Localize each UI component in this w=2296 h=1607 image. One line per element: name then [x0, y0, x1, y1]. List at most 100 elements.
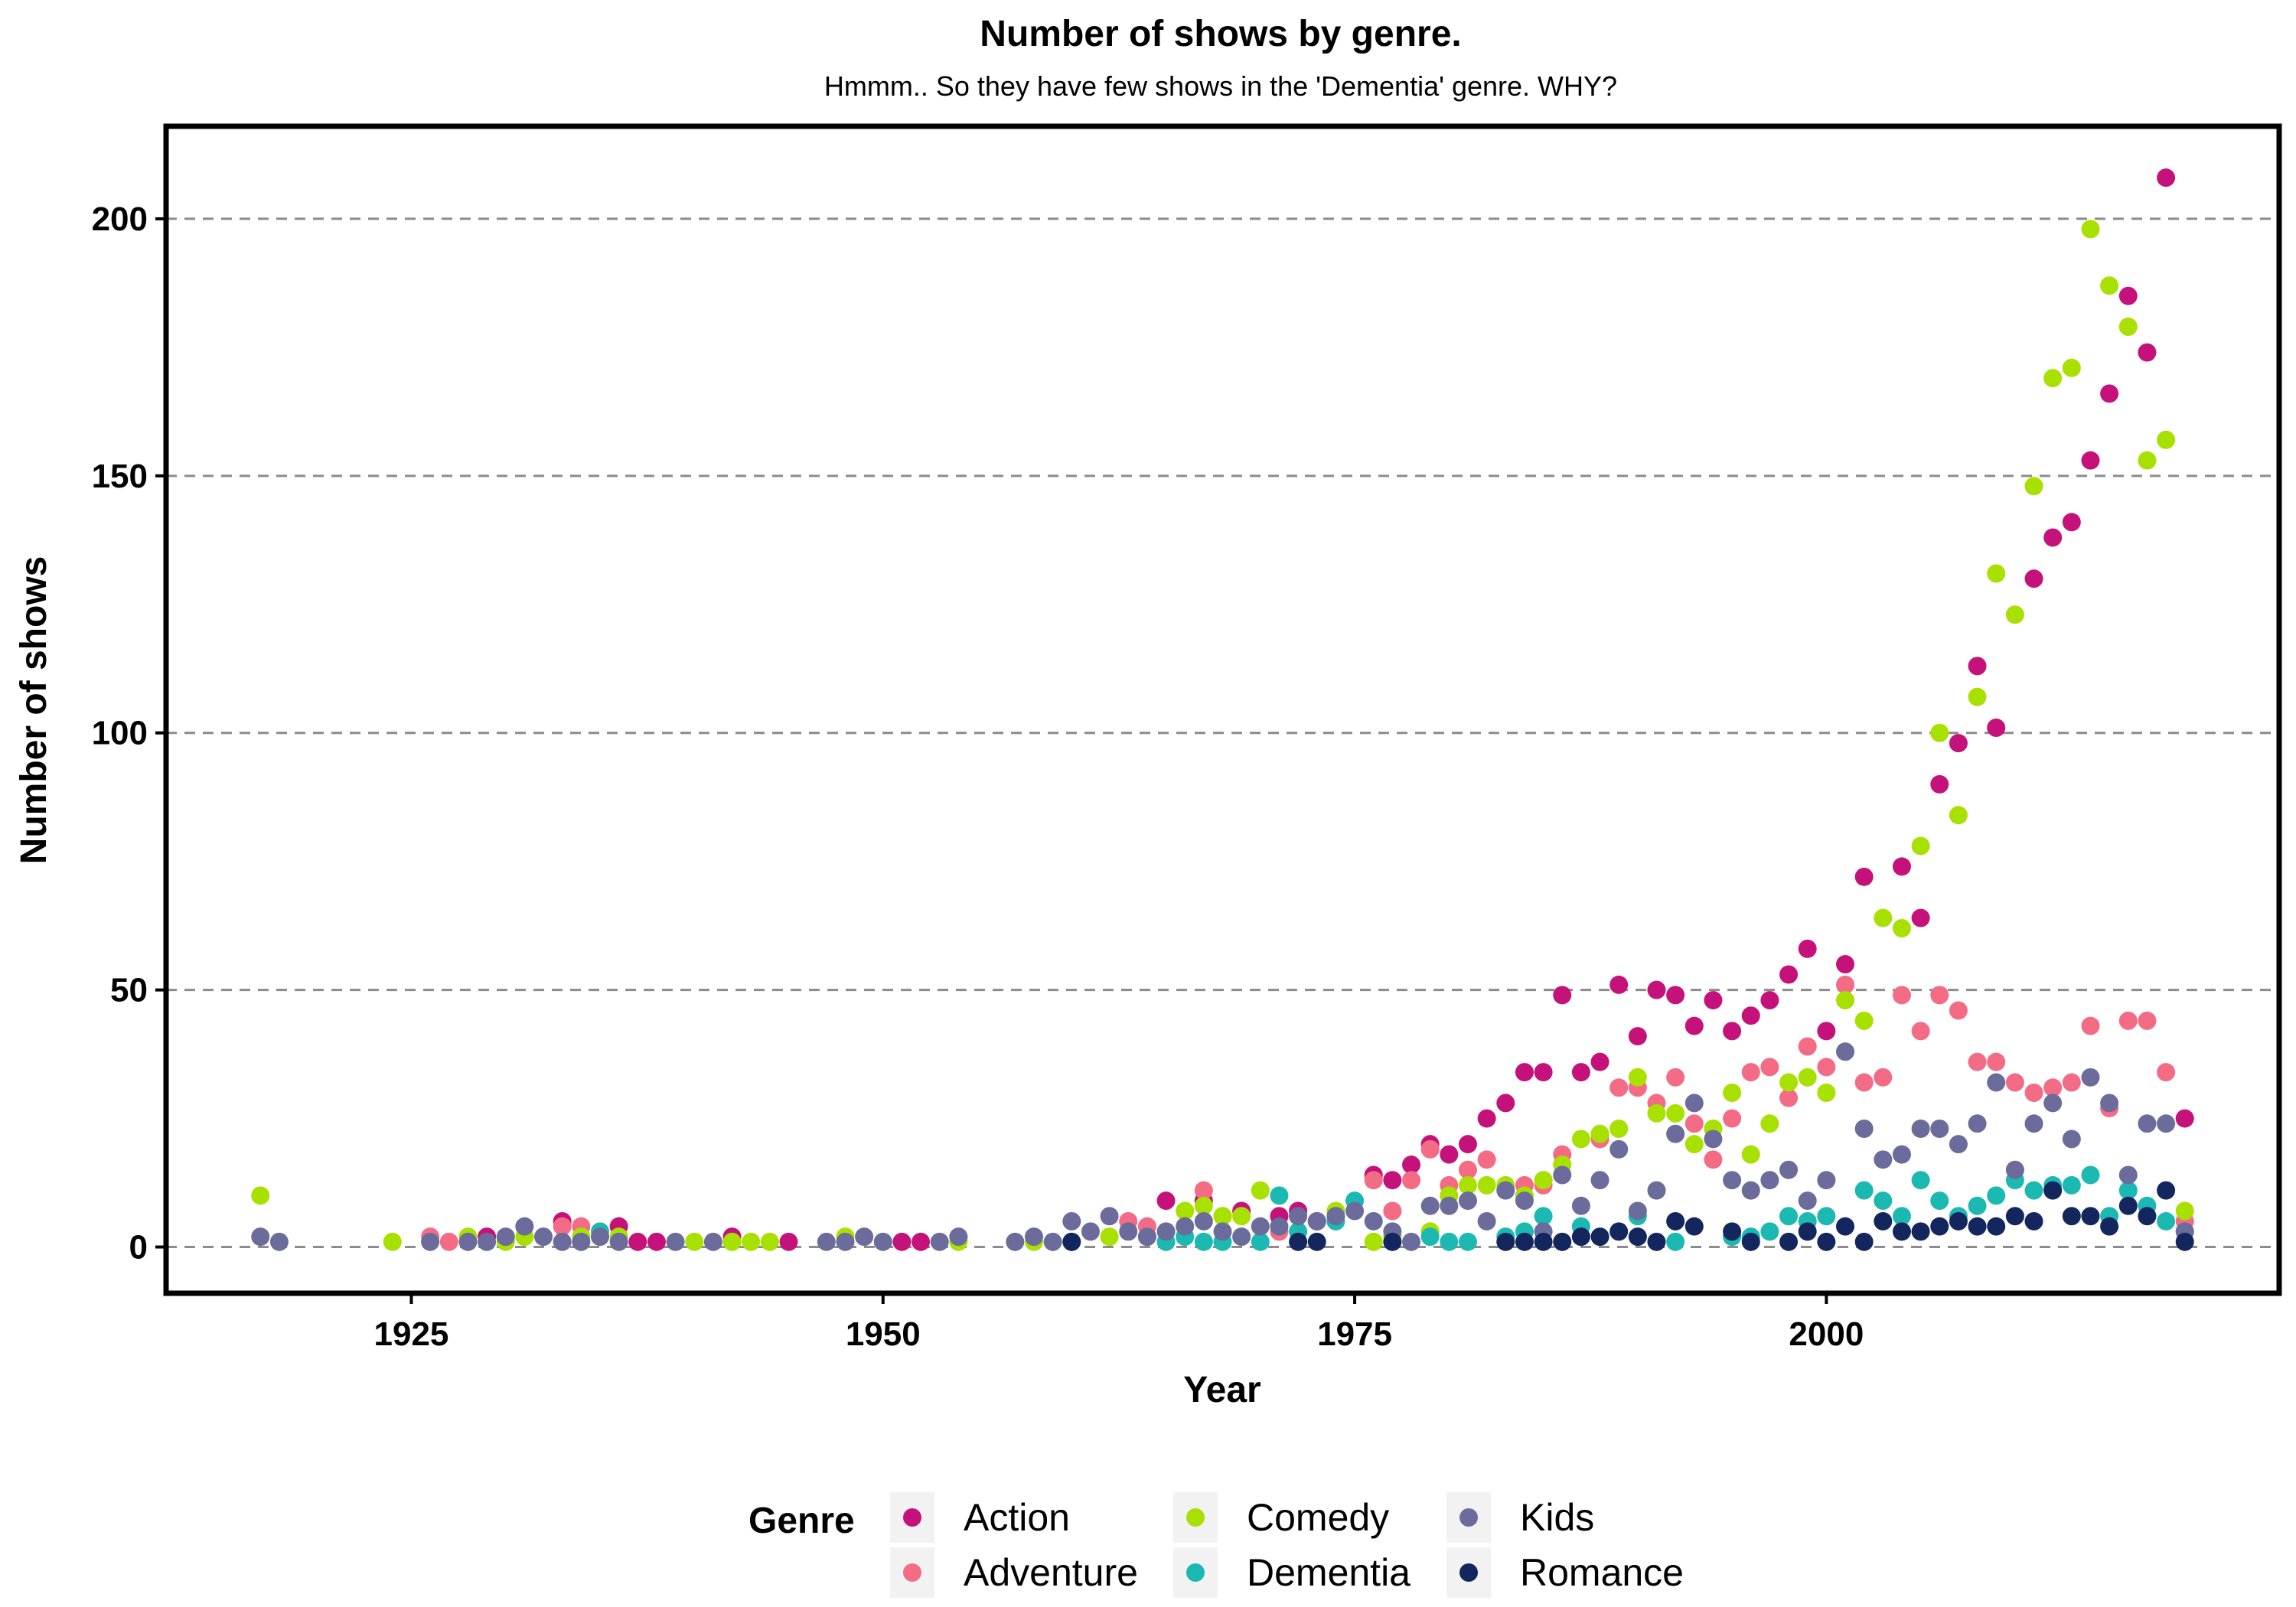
point-kids — [2118, 1165, 2138, 1185]
point-romance — [1798, 1222, 1817, 1241]
point-action — [779, 1232, 798, 1251]
point-romance — [1553, 1232, 1572, 1251]
point-comedy — [1854, 1011, 1874, 1030]
point-romance — [1779, 1232, 1799, 1251]
point-comedy — [1176, 1201, 1195, 1221]
point-dementia — [1270, 1186, 1289, 1205]
point-comedy — [1213, 1207, 1232, 1226]
series-adventure — [421, 975, 2194, 1251]
point-comedy — [2081, 220, 2100, 239]
point-action — [1798, 939, 1817, 958]
point-action — [912, 1232, 931, 1251]
point-comedy — [1458, 1175, 1477, 1195]
point-kids — [1817, 1171, 1836, 1190]
point-action — [1477, 1109, 1496, 1128]
point-action — [647, 1232, 666, 1251]
point-action — [1383, 1171, 1402, 1190]
point-dementia — [1666, 1232, 1685, 1251]
point-romance — [1590, 1227, 1609, 1247]
point-romance — [2100, 1217, 2119, 1236]
point-kids — [515, 1217, 534, 1236]
point-adventure — [1798, 1037, 1817, 1056]
point-kids — [534, 1227, 553, 1247]
point-action — [2081, 451, 2100, 470]
point-adventure — [553, 1217, 572, 1236]
point-dementia — [1440, 1232, 1459, 1251]
point-kids — [421, 1232, 440, 1251]
point-comedy — [1968, 687, 1987, 706]
x-tick-label: 1975 — [1317, 1315, 1392, 1353]
point-comedy — [1628, 1068, 1647, 1087]
point-kids — [458, 1232, 478, 1251]
point-kids — [1270, 1217, 1289, 1236]
point-romance — [1666, 1211, 1685, 1231]
point-action — [2100, 384, 2119, 403]
point-adventure — [1723, 1109, 1742, 1128]
point-kids — [1100, 1207, 1119, 1226]
legend-item-romance: Romance — [1446, 1547, 1684, 1598]
point-romance — [1949, 1211, 1968, 1231]
point-dementia — [1854, 1181, 1874, 1200]
point-adventure — [1892, 986, 1911, 1005]
gridlines — [166, 217, 2279, 1249]
legend-items: Action Adventure Comedy Dementia Kids Romance — [890, 1492, 1684, 1598]
point-kids — [1440, 1196, 1459, 1215]
point-action — [1968, 657, 1987, 676]
point-kids — [1232, 1227, 1251, 1247]
point-comedy — [1760, 1114, 1779, 1133]
point-kids — [1119, 1222, 1138, 1241]
point-action — [1647, 980, 1666, 999]
point-romance — [2024, 1211, 2043, 1231]
point-action — [1458, 1135, 1477, 1154]
point-comedy — [2024, 477, 2043, 496]
x-tick-label: 1950 — [846, 1315, 921, 1353]
point-action — [1760, 991, 1779, 1010]
point-comedy — [742, 1232, 761, 1251]
legend-marker — [903, 1508, 921, 1527]
point-action — [1534, 1063, 1553, 1082]
point-kids — [1402, 1232, 1421, 1251]
point-adventure — [1458, 1160, 1477, 1179]
point-kids — [1628, 1201, 1647, 1221]
point-comedy — [2005, 605, 2024, 624]
point-action — [1779, 965, 1799, 984]
point-kids — [2024, 1114, 2043, 1133]
point-kids — [1911, 1120, 1930, 1139]
point-adventure — [1760, 1058, 1779, 1077]
point-action — [628, 1232, 647, 1251]
point-romance — [1307, 1232, 1326, 1251]
point-action — [1628, 1027, 1647, 1046]
point-comedy — [1571, 1129, 1590, 1149]
point-dementia — [2157, 1211, 2176, 1231]
point-comedy — [1817, 1083, 1836, 1102]
point-kids — [1553, 1165, 1572, 1185]
point-dementia — [1911, 1171, 1930, 1190]
point-kids — [836, 1232, 855, 1251]
point-kids — [2081, 1068, 2100, 1087]
x-axis-title: Year — [1183, 1370, 1261, 1410]
y-axis-title: Number of shows — [14, 556, 54, 865]
point-kids — [251, 1227, 270, 1247]
y-tick-label: 0 — [129, 1229, 148, 1266]
point-comedy — [1590, 1124, 1609, 1143]
point-adventure — [1666, 1068, 1685, 1087]
point-kids — [496, 1227, 515, 1247]
point-kids — [1251, 1217, 1270, 1236]
legend: Genre Action Adventure Comedy Dementia Kids R… — [748, 1492, 1684, 1598]
point-comedy — [1779, 1073, 1799, 1092]
point-dementia — [2024, 1181, 2043, 1200]
point-romance — [1854, 1232, 1874, 1251]
point-romance — [1817, 1232, 1836, 1251]
point-kids — [1345, 1201, 1365, 1221]
point-kids — [1458, 1191, 1477, 1211]
point-comedy — [2138, 451, 2157, 470]
point-kids — [478, 1232, 497, 1251]
point-kids — [1647, 1181, 1666, 1200]
point-kids — [1194, 1211, 1213, 1231]
point-comedy — [760, 1232, 779, 1251]
point-romance — [2005, 1207, 2024, 1226]
y-tick-label: 50 — [110, 972, 148, 1009]
point-adventure — [2081, 1016, 2100, 1035]
point-adventure — [2043, 1078, 2063, 1097]
